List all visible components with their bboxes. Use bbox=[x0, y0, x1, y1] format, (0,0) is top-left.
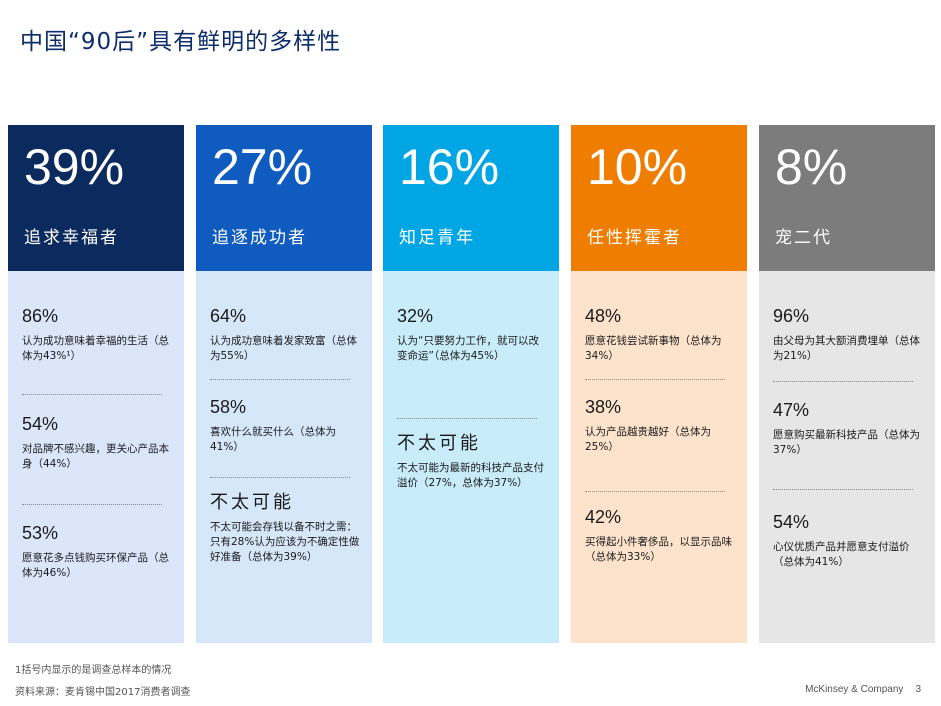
stat-item: 47% 愿意购买最新科技产品（总体为37%） bbox=[773, 399, 923, 458]
stat-description: 买得起小件奢侈品，以显示品味（总体为33%） bbox=[585, 536, 732, 563]
segment-percent: 16% bbox=[399, 139, 500, 195]
segment-header: 27% 追逐成功者 bbox=[196, 125, 372, 271]
stat-description: 愿意花钱尝试新事物（总体为34%） bbox=[585, 335, 722, 362]
stat-value: 38% bbox=[585, 397, 622, 417]
stat-description: 愿意花多点钱购买环保产品（总体为46%） bbox=[22, 552, 169, 579]
segment-name: 追逐成功者 bbox=[212, 228, 307, 248]
divider bbox=[773, 381, 913, 382]
divider bbox=[585, 379, 725, 380]
stat-item: 48% 愿意花钱尝试新事物（总体为34%） bbox=[585, 305, 735, 364]
segment-column-big-spenders: 10% 任性挥霍者 48% 愿意花钱尝试新事物（总体为34%） 38% 认为产品… bbox=[571, 125, 747, 643]
stat-value: 48% bbox=[585, 306, 622, 326]
stat-description: 愿意购买最新科技产品（总体为37%） bbox=[773, 429, 920, 456]
footnote: 1括号内显示的是调查总样本的情况 bbox=[15, 665, 172, 676]
stat-item: 42% 买得起小件奢侈品，以显示品味（总体为33%） bbox=[585, 506, 735, 565]
stat-item: 86% 认为成功意味着幸福的生活（总体为43%¹） bbox=[22, 305, 172, 364]
stat-value: 42% bbox=[585, 507, 622, 527]
stat-item: 64% 认为成功意味着发家致富（总体为55%） bbox=[210, 305, 360, 364]
divider bbox=[585, 491, 725, 492]
stat-item: 不太可能 不太可能为最新的科技产品支付溢价（27%，总体为37%） bbox=[397, 432, 547, 491]
stat-value: 86% bbox=[22, 306, 59, 326]
source-note: 资料来源：麦肯锡中国2017消费者调查 bbox=[15, 687, 191, 698]
page-title: 中国“90后”具有鲜明的多样性 bbox=[20, 29, 342, 55]
segment-header: 16% 知足青年 bbox=[383, 125, 559, 271]
stat-value: 47% bbox=[773, 400, 810, 420]
stat-value: 58% bbox=[210, 397, 247, 417]
stat-value: 54% bbox=[773, 512, 810, 532]
stat-description: 心仪优质产品并愿意支付溢价（总体为41%） bbox=[773, 541, 910, 568]
segment-name: 任性挥霍者 bbox=[587, 228, 682, 248]
segment-percent: 10% bbox=[587, 139, 688, 195]
stat-value: 不太可能 bbox=[397, 433, 481, 453]
divider bbox=[397, 418, 537, 419]
stat-description: 对品牌不感兴趣，更关心产品本身（44%） bbox=[22, 443, 169, 470]
company-name: McKinsey & Company bbox=[805, 684, 904, 695]
segment-body: 96% 由父母为其大额消费埋单（总体为21%） 47% 愿意购买最新科技产品（总… bbox=[759, 271, 935, 643]
stat-item: 96% 由父母为其大额消费埋单（总体为21%） bbox=[773, 305, 923, 364]
stat-description: 认为产品越贵越好（总体为25%） bbox=[585, 426, 711, 453]
segment-column-happiness-seekers: 39% 追求幸福者 86% 认为成功意味着幸福的生活（总体为43%¹） 54% … bbox=[8, 125, 184, 643]
stat-item: 32% 认为“只要努力工作，就可以改变命运”（总体为45%） bbox=[397, 305, 547, 364]
stat-item: 不太可能 不太可能会存钱以备不时之需：只有28%认为应该为不确定性做好准备（总体… bbox=[210, 491, 360, 565]
stat-description: 不太可能为最新的科技产品支付溢价（27%，总体为37%） bbox=[397, 462, 544, 489]
segment-percent: 8% bbox=[775, 139, 848, 195]
footer-brand: McKinsey & Company 3 bbox=[805, 684, 921, 695]
divider bbox=[210, 477, 350, 478]
stat-item: 54% 心仪优质产品并愿意支付溢价（总体为41%） bbox=[773, 511, 923, 570]
stat-description: 由父母为其大额消费埋单（总体为21%） bbox=[773, 335, 920, 362]
stat-description: 喜欢什么就买什么（总体为41%） bbox=[210, 426, 336, 453]
page-number: 3 bbox=[915, 684, 921, 695]
stat-description: 认为成功意味着发家致富（总体为55%） bbox=[210, 335, 357, 362]
stat-item: 54% 对品牌不感兴趣，更关心产品本身（44%） bbox=[22, 413, 172, 472]
stat-description: 认为成功意味着幸福的生活（总体为43%¹） bbox=[22, 335, 169, 362]
divider bbox=[22, 394, 162, 395]
stat-item: 53% 愿意花多点钱购买环保产品（总体为46%） bbox=[22, 522, 172, 581]
segment-body: 86% 认为成功意味着幸福的生活（总体为43%¹） 54% 对品牌不感兴趣，更关… bbox=[8, 271, 184, 643]
segment-name: 追求幸福者 bbox=[24, 228, 119, 248]
stat-value: 64% bbox=[210, 306, 247, 326]
stat-item: 58% 喜欢什么就买什么（总体为41%） bbox=[210, 396, 360, 455]
stat-value: 不太可能 bbox=[210, 492, 294, 512]
divider bbox=[773, 489, 913, 490]
stat-value: 53% bbox=[22, 523, 59, 543]
segment-name: 宠二代 bbox=[775, 228, 832, 248]
segment-body: 32% 认为“只要努力工作，就可以改变命运”（总体为45%） 不太可能 不太可能… bbox=[383, 271, 559, 643]
divider bbox=[22, 504, 162, 505]
segment-column-content-youth: 16% 知足青年 32% 认为“只要努力工作，就可以改变命运”（总体为45%） … bbox=[383, 125, 559, 643]
stat-value: 54% bbox=[22, 414, 59, 434]
segment-header: 8% 宠二代 bbox=[759, 125, 935, 271]
segment-header: 39% 追求幸福者 bbox=[8, 125, 184, 271]
segment-name: 知足青年 bbox=[399, 228, 475, 248]
stat-value: 96% bbox=[773, 306, 810, 326]
segment-body: 48% 愿意花钱尝试新事物（总体为34%） 38% 认为产品越贵越好（总体为25… bbox=[571, 271, 747, 643]
stat-description: 不太可能会存钱以备不时之需：只有28%认为应该为不确定性做好准备（总体为39%） bbox=[210, 521, 360, 563]
stat-description: 认为“只要努力工作，就可以改变命运”（总体为45%） bbox=[397, 335, 539, 362]
segment-column-success-chasers: 27% 追逐成功者 64% 认为成功意味着发家致富（总体为55%） 58% 喜欢… bbox=[196, 125, 372, 643]
segment-percent: 27% bbox=[212, 139, 313, 195]
segment-percent: 39% bbox=[24, 139, 125, 195]
stat-value: 32% bbox=[397, 306, 434, 326]
segment-header: 10% 任性挥霍者 bbox=[571, 125, 747, 271]
segment-column-pampered-generation: 8% 宠二代 96% 由父母为其大额消费埋单（总体为21%） 47% 愿意购买最… bbox=[759, 125, 935, 643]
divider bbox=[210, 379, 350, 380]
segment-body: 64% 认为成功意味着发家致富（总体为55%） 58% 喜欢什么就买什么（总体为… bbox=[196, 271, 372, 643]
stat-item: 38% 认为产品越贵越好（总体为25%） bbox=[585, 396, 735, 455]
